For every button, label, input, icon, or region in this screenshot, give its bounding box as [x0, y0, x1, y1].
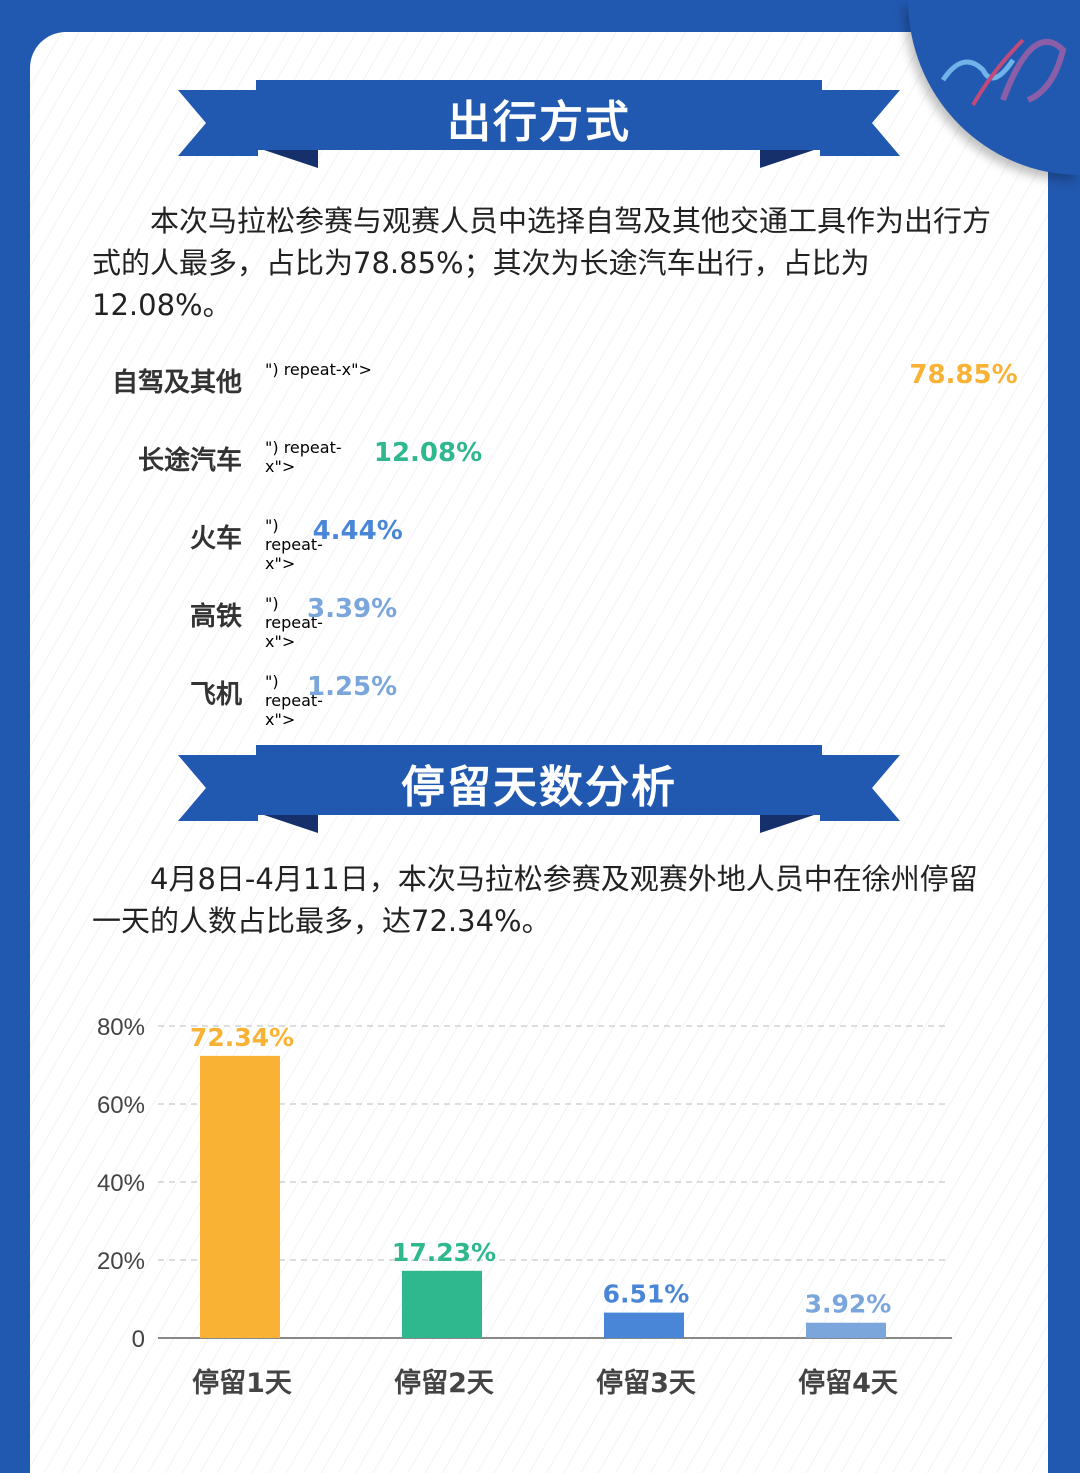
travel-row: 飞机 ") repeat-x"> 1.25%: [0, 668, 1080, 729]
travel-row: 自驾及其他 ") repeat-x"> 78.85%: [0, 356, 1080, 400]
chevron-bar: ") repeat-x">: [265, 594, 323, 651]
runner-logo-icon: [940, 38, 1067, 106]
travel-row: 火车 ") repeat-x"> 4.44%: [0, 512, 1080, 573]
travel-value: 12.08%: [373, 438, 483, 468]
travel-label: 飞机: [189, 680, 242, 710]
chevron-bar: ") repeat-x">: [265, 360, 897, 396]
travel-value: 4.44%: [312, 516, 403, 546]
travel-value: 78.85%: [909, 360, 1018, 390]
section-title: 停留天数分析: [401, 762, 677, 813]
bar: [200, 1055, 280, 1338]
y-tick-label: 80%: [97, 1014, 145, 1041]
banner-stay: 停留天数分析: [178, 743, 900, 833]
banner-travel: 出行方式: [178, 78, 900, 168]
chevron-bar: ") repeat-x">: [265, 672, 323, 729]
travel-row: 高铁 ") repeat-x"> 3.39%: [0, 590, 1080, 651]
bar: [604, 1312, 684, 1338]
bar-value-label: 3.92%: [805, 1290, 892, 1319]
chevron-bar: ") repeat-x">: [265, 438, 362, 476]
travel-row: 长途汽车 ") repeat-x"> 12.08%: [0, 434, 1080, 478]
y-tick-label: 40%: [97, 1170, 145, 1197]
bar: [806, 1322, 886, 1338]
travel-label: 高铁: [189, 602, 242, 632]
travel-value: 1.25%: [307, 672, 398, 702]
x-category-label: 停留4天: [798, 1367, 898, 1399]
stay-paragraph: 4月8日-4月11日，本次马拉松参赛及观赛外地人员中在徐州停留一天的人数占比最多…: [92, 862, 978, 938]
bar-value-label: 17.23%: [392, 1238, 496, 1267]
x-category-label: 停留3天: [596, 1367, 696, 1399]
x-category-label: 停留1天: [192, 1367, 292, 1399]
y-tick-label: 60%: [97, 1092, 145, 1119]
y-tick-label: 20%: [97, 1248, 145, 1275]
bar-value-label: 6.51%: [603, 1280, 690, 1309]
bar: [402, 1270, 482, 1338]
travel-label: 长途汽车: [137, 446, 242, 476]
section-title: 出行方式: [447, 97, 631, 148]
chevron-bar: ") repeat-x">: [265, 516, 323, 573]
travel-label: 火车: [189, 524, 242, 554]
x-category-label: 停留2天: [394, 1367, 494, 1399]
travel-paragraph: 本次马拉松参赛与观赛人员中选择自驾及其他交通工具作为出行方式的人最多，占比为78…: [92, 204, 992, 322]
bar-value-label: 72.34%: [190, 1023, 294, 1052]
travel-label: 自驾及其他: [111, 368, 242, 398]
y-tick-label: 0: [132, 1326, 145, 1353]
travel-value: 3.39%: [307, 594, 398, 624]
